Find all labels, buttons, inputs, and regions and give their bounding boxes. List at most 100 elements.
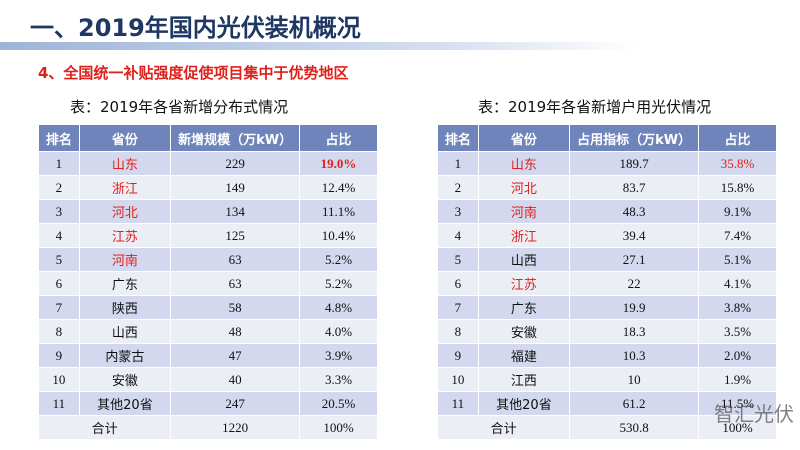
table-row: 10 江西 10 1.9%	[437, 367, 777, 392]
table-cell: 61.2	[569, 391, 699, 416]
table-cell: 5	[437, 247, 479, 272]
table-row: 1 山东 229 19.0%	[38, 151, 378, 176]
table-cell: 229	[170, 151, 300, 176]
table-cell: 7	[437, 295, 479, 320]
table-cell: 内蒙古	[78, 343, 172, 368]
table-cell: 2.0%	[698, 343, 777, 368]
table-cell: 19.0%	[299, 151, 378, 176]
table-cell: 20.5%	[299, 391, 378, 416]
table-cell: 10	[437, 367, 479, 392]
table-cell: 3.8%	[698, 295, 777, 320]
table-cell: 1220	[170, 415, 300, 440]
table-cell: 125	[170, 223, 300, 248]
table-row: 11 其他20省 247 20.5%	[38, 391, 378, 416]
table-cell: 35.8%	[698, 151, 777, 176]
table-cell: 河北	[78, 199, 172, 224]
table-cell: 22	[569, 271, 699, 296]
table: 排名 省份 新增规模（万kW） 占比 1 山东 229 19.0% 2 浙江 149 12.4% 3 河北…	[37, 124, 378, 440]
table-row: 4 江苏 125 10.4%	[38, 223, 378, 248]
table-cell: 2	[38, 175, 80, 200]
table-cell: 100%	[299, 415, 378, 440]
table-cell: 27.1	[569, 247, 699, 272]
title: 一、2019年国内光伏装机概况	[30, 14, 361, 42]
table-cell: 47	[170, 343, 300, 368]
table-cell: 其他20省	[477, 391, 571, 416]
table-cell: 3.5%	[698, 319, 777, 344]
table-cell: 安徽	[477, 319, 571, 344]
total-row: 合计 530.8 100%	[436, 415, 777, 440]
table-row: 8 山西 48 4.0%	[38, 319, 378, 344]
table-cell: 山东	[477, 151, 571, 176]
table-cell: 10.4%	[299, 223, 378, 248]
table-cell: 15.8%	[698, 175, 777, 200]
table-cell: 福建	[477, 343, 571, 368]
column-header: 占用指标（万kW）	[569, 124, 699, 152]
table-cell: 4	[38, 223, 80, 248]
table-cell: 山西	[477, 247, 571, 272]
table-cell: 江苏	[78, 223, 172, 248]
table-row: 2 浙江 149 12.4%	[38, 175, 378, 200]
table-cell: 247	[170, 391, 300, 416]
table-cell: 江苏	[477, 271, 571, 296]
table-cell: 11	[38, 391, 80, 416]
column-header: 排名	[437, 124, 479, 152]
table-cell: 广东	[477, 295, 571, 320]
table-row: 5 山西 27.1 5.1%	[437, 247, 777, 272]
table-cell: 530.8	[569, 415, 699, 440]
table-row: 6 广东 63 5.2%	[38, 271, 378, 296]
table-cell: 100%	[698, 415, 777, 440]
table-cell: 48.3	[569, 199, 699, 224]
table-cell: 48	[170, 319, 300, 344]
table: 排名 省份 占用指标（万kW） 占比 1 山东 189.7 35.8% 2 河北 83.7 15.8%…	[436, 124, 777, 440]
table-cell: 83.7	[569, 175, 699, 200]
column-header: 省份	[477, 124, 571, 152]
table-cell: 1	[437, 151, 479, 176]
watermark: 智汇光伏	[714, 402, 794, 426]
table-cell: 4.1%	[698, 271, 777, 296]
header-row: 排名 省份 新增规模（万kW） 占比	[38, 124, 378, 152]
table-row: 4 浙江 39.4 7.4%	[437, 223, 777, 248]
table-cell: 6	[38, 271, 80, 296]
table-row: 7 广东 19.9 3.8%	[437, 295, 777, 320]
table-cell: 1	[38, 151, 80, 176]
table-cell: 189.7	[569, 151, 699, 176]
table-cell: 江西	[477, 367, 571, 392]
table-cell: 8	[38, 319, 80, 344]
table-cell: 河南	[78, 247, 172, 272]
table-row: 3 河南 48.3 9.1%	[437, 199, 777, 224]
table-row: 2 河北 83.7 15.8%	[437, 175, 777, 200]
table-cell: 10	[569, 367, 699, 392]
table-cell: 11.5%	[698, 391, 777, 416]
table-cell: 1.9%	[698, 367, 777, 392]
table-cell: 安徽	[78, 367, 172, 392]
table-cell: 10.3	[569, 343, 699, 368]
table-cell: 58	[170, 295, 300, 320]
table-cell: 2	[437, 175, 479, 200]
table-cell: 4.0%	[299, 319, 378, 344]
table-cell: 3	[437, 199, 479, 224]
table-cell: 山东	[78, 151, 172, 176]
table-caption: 表：2019年各省新增户用光伏情况	[478, 98, 712, 116]
subtitle: 4、全国统一补贴强度促使项目集中于优势地区	[38, 64, 349, 82]
table-row: 1 山东 189.7 35.8%	[437, 151, 777, 176]
table-cell: 5	[38, 247, 80, 272]
table-cell: 9.1%	[698, 199, 777, 224]
table-cell: 河北	[477, 175, 571, 200]
table-cell: 浙江	[477, 223, 571, 248]
table-cell: 18.3	[569, 319, 699, 344]
table-cell: 浙江	[78, 175, 172, 200]
table-cell: 3.3%	[299, 367, 378, 392]
table-cell: 其他20省	[78, 391, 172, 416]
table-cell: 19.9	[569, 295, 699, 320]
table-row: 9 福建 10.3 2.0%	[437, 343, 777, 368]
table-cell: 合计	[37, 415, 172, 440]
table-cell: 广东	[78, 271, 172, 296]
table-row: 8 安徽 18.3 3.5%	[437, 319, 777, 344]
table-row: 6 江苏 22 4.1%	[437, 271, 777, 296]
table-row: 9 内蒙古 47 3.9%	[38, 343, 378, 368]
table-cell: 7.4%	[698, 223, 777, 248]
table-row: 11 其他20省 61.2 11.5%	[437, 391, 777, 416]
table-cell: 12.4%	[299, 175, 378, 200]
column-header: 占比	[698, 124, 777, 152]
